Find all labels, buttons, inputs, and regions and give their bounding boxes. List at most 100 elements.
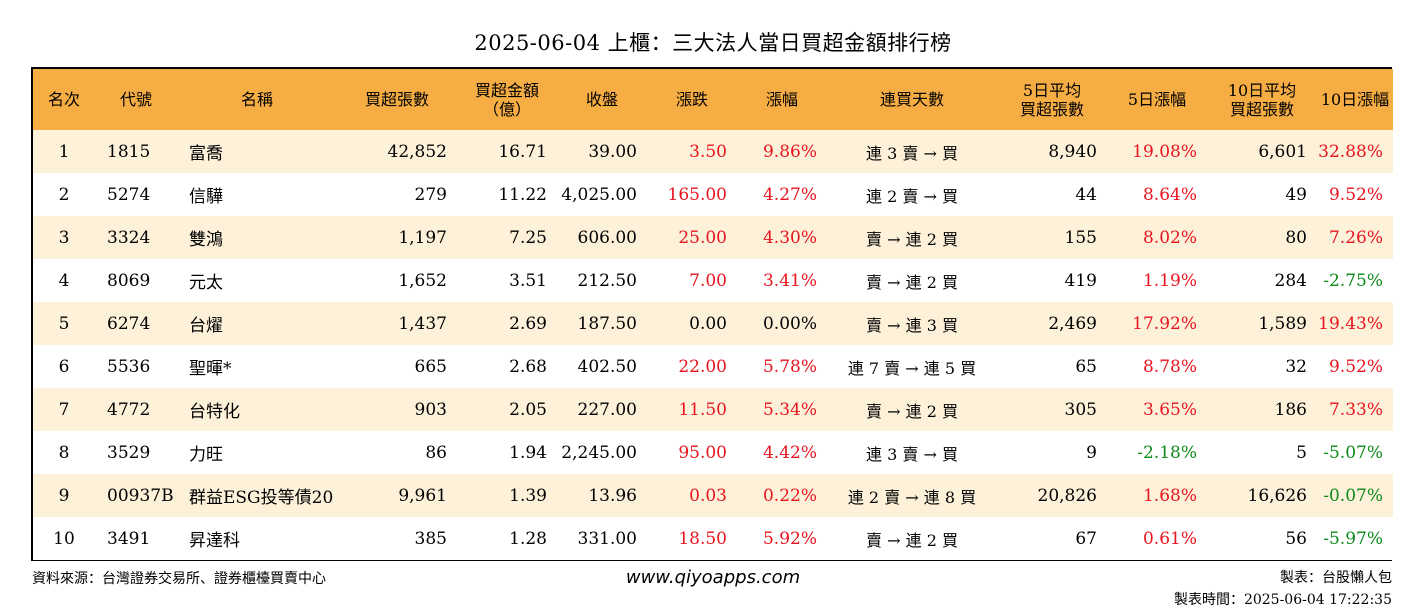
column-header-line: 5日平均 xyxy=(1022,80,1082,100)
table-row[interactable]: 4 8069 元太 1,652 3.51 212.50 7.00 3.41% 賣 → 連 2 買… xyxy=(33,259,1393,302)
cell-pct10: 32.88% xyxy=(1318,141,1383,162)
cell-code: 1815 xyxy=(107,141,151,162)
cell-pct5: 1.68% xyxy=(1142,485,1197,506)
cell-rank: 7 xyxy=(58,399,70,420)
cell-pct5: 0.61% xyxy=(1142,528,1197,549)
column-header-name: 名稱 xyxy=(177,69,337,130)
cell-avg10-shares: 186 xyxy=(1274,399,1307,420)
cell-avg10-shares: 16,626 xyxy=(1247,485,1307,506)
cell-change: 0.03 xyxy=(689,485,727,506)
cell-code: 00937B xyxy=(107,485,174,506)
cell-pct5: -2.18% xyxy=(1137,442,1197,463)
cell-buy-shares: 1,197 xyxy=(398,227,447,248)
table-row[interactable]: 9 00937B 群益ESG投等債20 9,961 1.39 13.96 0.03 0.22%… xyxy=(33,474,1393,517)
column-header-line: 5日漲幅 xyxy=(1127,90,1187,109)
cell-name: 元太 xyxy=(189,273,223,293)
website-link[interactable]: www.qiyoapps.com xyxy=(625,567,801,588)
cell-streak: 賣 → 連 2 買 xyxy=(866,401,958,421)
column-header-line: 10日平均 xyxy=(1227,80,1297,100)
cell-code: 4772 xyxy=(107,399,151,420)
cell-pct10: 7.33% xyxy=(1328,399,1383,420)
table-row[interactable]: 7 4772 台特化 903 2.05 227.00 11.50 5.34% 賣 → 連 2 買… xyxy=(33,388,1393,431)
cell-streak: 連 3 賣 → 買 xyxy=(866,143,958,163)
column-header-line: 買超張數 xyxy=(1019,99,1084,119)
cell-pct5: 3.65% xyxy=(1142,399,1197,420)
cell-streak: 賣 → 連 2 買 xyxy=(866,530,958,550)
column-header-rank: 名次 xyxy=(33,69,95,130)
column-header-line: 名次 xyxy=(47,90,80,109)
column-header-line: （億） xyxy=(482,99,531,119)
cell-rank: 9 xyxy=(58,485,70,506)
table-header: 名次 代號 名稱 買超張數 買超金額 （億） 收盤 漲跌 漲幅 連買天數 5日平均 買超張數 5日漲幅 1… xyxy=(33,69,1393,130)
cell-name: 台燿 xyxy=(189,316,223,336)
header-row: 名次 代號 名稱 買超張數 買超金額 （億） 收盤 漲跌 漲幅 連買天數 5日平均 買超張數 5日漲幅 1… xyxy=(33,69,1393,130)
cell-avg10-shares: 80 xyxy=(1285,227,1307,248)
cell-streak: 連 2 賣 → 連 8 買 xyxy=(847,487,977,507)
cell-close: 212.50 xyxy=(577,270,637,291)
table-body: 1 1815 富喬 42,852 16.71 39.00 3.50 9.86% 連 3 賣 → … xyxy=(33,130,1393,560)
cell-rank: 4 xyxy=(58,270,70,291)
column-header-line: 買超張數 xyxy=(1229,99,1294,119)
column-header-pct5: 5日漲幅 xyxy=(1107,69,1207,130)
cell-avg10-shares: 5 xyxy=(1296,442,1307,463)
cell-avg5-shares: 67 xyxy=(1075,528,1097,549)
cell-buy-amount: 3.51 xyxy=(509,270,547,291)
cell-avg10-shares: 6,601 xyxy=(1258,141,1307,162)
column-header-line: 代號 xyxy=(119,90,152,109)
cell-buy-shares: 665 xyxy=(414,356,447,377)
cell-code: 3324 xyxy=(107,227,151,248)
cell-pct10: 9.52% xyxy=(1328,356,1383,377)
cell-pct5: 19.08% xyxy=(1132,141,1197,162)
cell-pct: 4.27% xyxy=(762,184,817,205)
cell-close: 4,025.00 xyxy=(561,184,637,205)
cell-close: 39.00 xyxy=(588,141,637,162)
cell-avg5-shares: 305 xyxy=(1064,399,1097,420)
table-row[interactable]: 8 3529 力旺 86 1.94 2,245.00 95.00 4.42% 連 3 賣 → 買… xyxy=(33,431,1393,474)
column-header-change: 漲跌 xyxy=(647,69,737,130)
cell-streak: 賣 → 連 3 買 xyxy=(866,315,958,335)
cell-buy-amount: 16.71 xyxy=(498,141,547,162)
cell-pct5: 8.78% xyxy=(1142,356,1197,377)
cell-name: 雙鴻 xyxy=(189,230,223,250)
table-row[interactable]: 3 3324 雙鴻 1,197 7.25 606.00 25.00 4.30% 賣 → 連 2 … xyxy=(33,216,1393,259)
column-header-line: 連買天數 xyxy=(879,90,944,109)
column-header-line: 買超金額 xyxy=(474,80,539,100)
cell-rank: 10 xyxy=(53,528,75,549)
cell-rank: 6 xyxy=(58,356,70,377)
column-header-line: 名稱 xyxy=(240,90,273,109)
table-row[interactable]: 10 3491 昇達科 385 1.28 331.00 18.50 5.92% 賣 → 連 2 … xyxy=(33,517,1393,560)
table-row[interactable]: 1 1815 富喬 42,852 16.71 39.00 3.50 9.86% 連 3 賣 → … xyxy=(33,130,1393,173)
table-row[interactable]: 6 5536 聖暉* 665 2.68 402.50 22.00 5.78% 連 7 賣 → 連… xyxy=(33,345,1393,388)
cell-buy-amount: 7.25 xyxy=(509,227,547,248)
cell-pct10: 9.52% xyxy=(1328,184,1383,205)
column-header-avg5-shares: 5日平均 買超張數 xyxy=(997,69,1107,130)
cell-name: 群益ESG投等債20 xyxy=(189,488,334,508)
cell-pct10: -5.07% xyxy=(1323,442,1383,463)
table-row[interactable]: 2 5274 信驊 279 11.22 4,025.00 165.00 4.27% 連 2 賣 … xyxy=(33,173,1393,216)
maker-note: 製表：台股懶人包 xyxy=(1280,570,1392,586)
cell-rank: 3 xyxy=(58,227,70,248)
cell-avg10-shares: 1,589 xyxy=(1258,313,1307,334)
cell-code: 5536 xyxy=(107,356,151,377)
cell-buy-amount: 2.68 xyxy=(509,356,547,377)
column-header-pct10: 10日漲幅 xyxy=(1317,69,1393,130)
cell-change: 11.50 xyxy=(678,399,727,420)
column-header-line: 漲幅 xyxy=(765,90,798,109)
cell-buy-shares: 1,437 xyxy=(398,313,447,334)
cell-avg10-shares: 32 xyxy=(1285,356,1307,377)
cell-code: 3529 xyxy=(107,442,151,463)
column-header-close: 收盤 xyxy=(557,69,647,130)
cell-streak: 連 7 賣 → 連 5 買 xyxy=(847,358,977,378)
column-header-streak: 連買天數 xyxy=(827,69,997,130)
data-source-note: 資料來源：台灣證券交易所、證券櫃檯買賣中心 xyxy=(32,571,326,587)
cell-pct10: 19.43% xyxy=(1318,313,1383,334)
column-header-line: 收盤 xyxy=(585,90,618,109)
cell-pct: 4.42% xyxy=(762,442,817,463)
cell-pct: 4.30% xyxy=(762,227,817,248)
cell-streak: 賣 → 連 2 買 xyxy=(866,229,958,249)
column-header-line: 10日漲幅 xyxy=(1320,90,1390,109)
cell-close: 13.96 xyxy=(588,485,637,506)
column-header-line: 買超張數 xyxy=(364,90,429,109)
table-row[interactable]: 5 6274 台燿 1,437 2.69 187.50 0.00 0.00% 賣 → 連 3 買… xyxy=(33,302,1393,345)
cell-rank: 5 xyxy=(58,313,70,334)
